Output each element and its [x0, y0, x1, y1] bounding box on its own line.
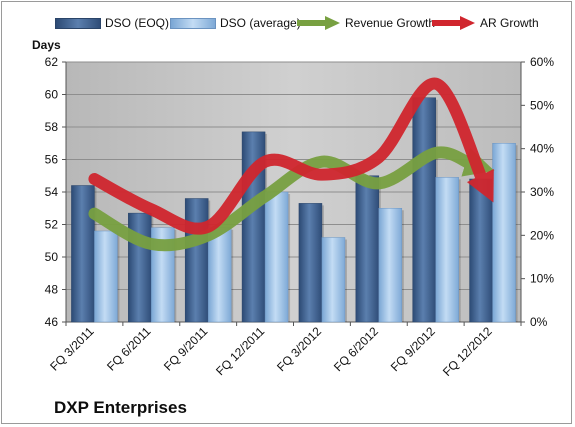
bar-dso-average: [321, 237, 346, 323]
bar-dso-average: [435, 177, 459, 323]
legend-label: DSO (average): [220, 16, 301, 30]
x-tick-label: FQ 3/2011: [47, 324, 97, 374]
x-tick-label: FQ 12/2012: [440, 324, 495, 379]
y2-tick-label: 10%: [530, 272, 554, 286]
y2-tick-label: 20%: [530, 228, 554, 242]
y-tick-label: 52: [45, 218, 59, 232]
y-axis-title: Days: [32, 38, 61, 52]
bar-dso-eoq: [412, 97, 436, 323]
y-tick-label: 50: [45, 250, 59, 264]
y-tick-label: 60: [45, 88, 59, 102]
y-tick-label: 56: [45, 153, 59, 167]
x-tick-label: FQ 3/2012: [274, 324, 324, 374]
legend-arrow-icon: [297, 16, 340, 30]
y2-tick-label: 50%: [530, 98, 554, 112]
y-tick-label: 54: [45, 185, 59, 199]
y2-tick-label: 40%: [530, 142, 554, 156]
x-tick-label: FQ 6/2012: [331, 324, 381, 374]
legend-label: Revenue Growth: [345, 16, 436, 30]
x-tick-label: FQ 6/2011: [104, 324, 154, 374]
bar-dso-eoq: [184, 198, 209, 323]
y-tick-label: 46: [45, 315, 59, 329]
revenue-growth-line: [88, 146, 495, 252]
y2-tick-label: 60%: [530, 55, 554, 69]
legend-swatch: [170, 18, 216, 29]
legend-label: AR Growth: [480, 16, 539, 30]
x-tick-label: FQ 9/2012: [388, 324, 438, 374]
bar-dso-eoq: [469, 178, 493, 323]
legend-arrow-head: [325, 16, 340, 30]
y-tick-label: 48: [45, 283, 59, 297]
bar-dso-eoq: [355, 175, 380, 323]
legend-label: DSO (EOQ): [105, 16, 170, 30]
y2-tick-label: 30%: [530, 185, 554, 199]
bar-dso-eoq: [71, 185, 95, 323]
y-tick-label: 62: [45, 55, 59, 69]
ar-growth-line: [88, 77, 494, 235]
y-tick-label: 58: [45, 120, 59, 134]
bar-dso-average: [151, 227, 175, 323]
legend-arrow-icon: [432, 16, 475, 30]
x-tick-label: FQ 9/2011: [161, 324, 211, 374]
bar-dso-eoq: [128, 212, 152, 323]
legend-swatch: [55, 18, 101, 29]
bar-dso-average: [207, 227, 232, 323]
bar-dso-average: [94, 230, 118, 323]
bar-dso-eoq: [298, 203, 323, 323]
legend-arrow-head: [460, 16, 475, 30]
x-tick-label: FQ 12/2011: [213, 324, 267, 378]
company-title: DXP Enterprises: [54, 398, 187, 417]
bar-dso-average: [378, 208, 403, 323]
bar-dso-average: [492, 143, 516, 323]
y2-tick-label: 0%: [530, 315, 548, 329]
bar-dso-average: [264, 191, 289, 323]
